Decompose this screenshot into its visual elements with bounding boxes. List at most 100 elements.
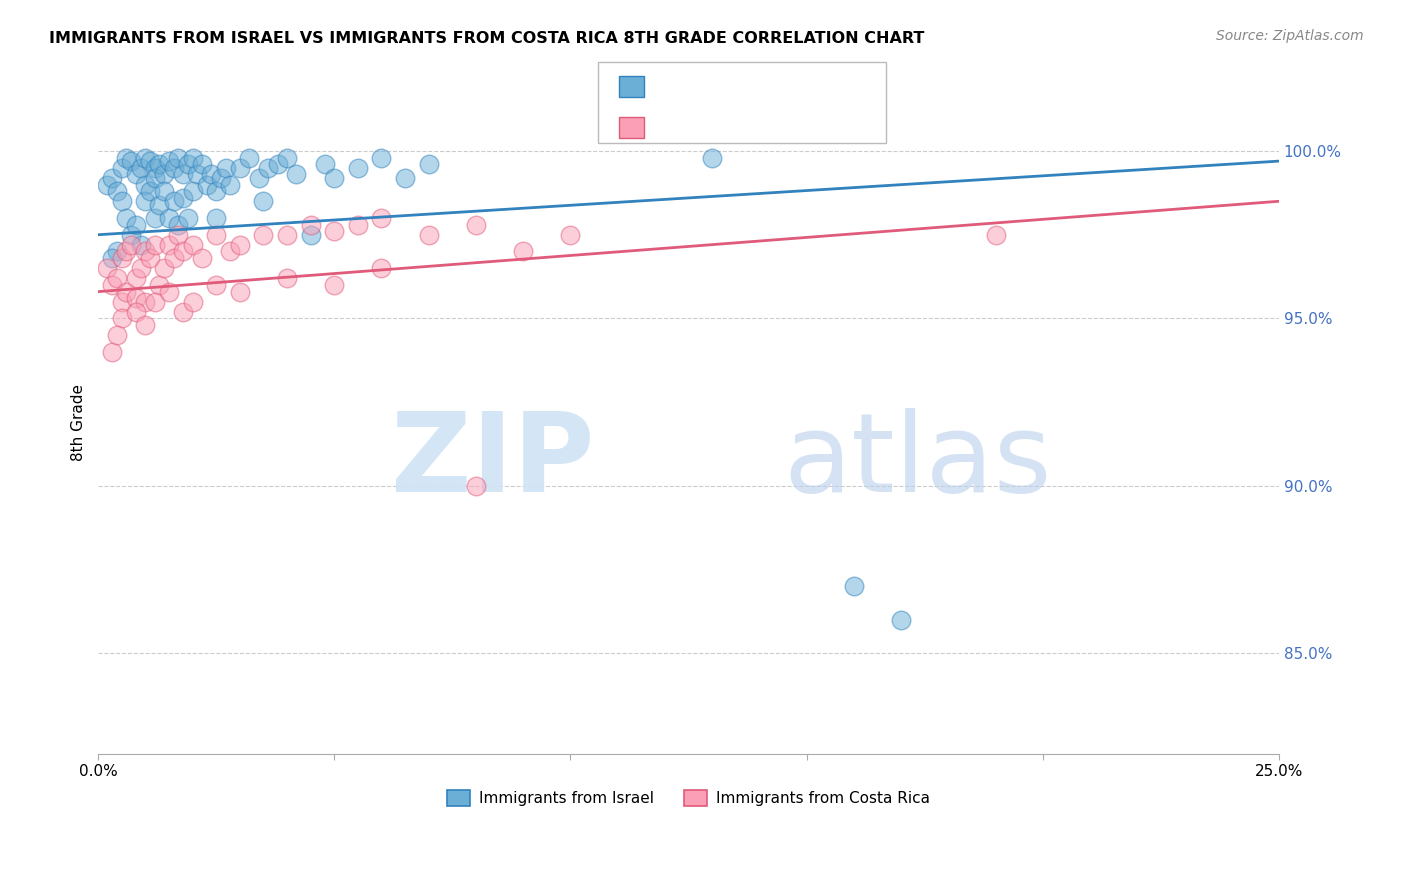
Point <box>172 244 194 259</box>
Point <box>143 170 166 185</box>
Point <box>276 151 298 165</box>
Point <box>129 237 152 252</box>
Point <box>105 271 128 285</box>
Point <box>125 304 148 318</box>
Point <box>181 184 204 198</box>
Text: atlas: atlas <box>783 409 1052 516</box>
Point <box>229 285 252 299</box>
Point <box>134 151 156 165</box>
Point <box>167 218 190 232</box>
Point <box>323 277 346 292</box>
Point <box>205 227 228 242</box>
Point <box>186 168 208 182</box>
Point <box>134 318 156 332</box>
Point <box>209 170 232 185</box>
Point <box>195 178 218 192</box>
Point <box>153 168 176 182</box>
Point <box>139 154 162 169</box>
Point <box>101 170 124 185</box>
Point <box>111 251 134 265</box>
Text: R = 0.315   N = 66: R = 0.315 N = 66 <box>651 78 835 95</box>
Point <box>181 237 204 252</box>
Point <box>134 194 156 209</box>
Point <box>153 184 176 198</box>
Point <box>172 168 194 182</box>
Point <box>153 261 176 276</box>
Point <box>229 161 252 175</box>
Point <box>111 311 134 326</box>
Point <box>370 151 392 165</box>
Point <box>157 154 180 169</box>
Point <box>157 211 180 225</box>
Point <box>984 227 1007 242</box>
Point <box>125 271 148 285</box>
Point <box>134 244 156 259</box>
Point <box>111 161 134 175</box>
Point <box>181 294 204 309</box>
Point <box>148 157 170 171</box>
Text: ZIP: ZIP <box>391 409 593 516</box>
Point <box>314 157 336 171</box>
Point <box>285 168 308 182</box>
Point <box>229 237 252 252</box>
Point <box>157 237 180 252</box>
Point <box>120 227 142 242</box>
Point <box>148 277 170 292</box>
Point <box>134 294 156 309</box>
Point <box>105 184 128 198</box>
Point <box>370 211 392 225</box>
Point <box>247 170 270 185</box>
Point <box>214 161 236 175</box>
Point <box>181 151 204 165</box>
Point <box>177 157 200 171</box>
Point <box>143 294 166 309</box>
Point <box>120 237 142 252</box>
Point <box>148 197 170 211</box>
Point <box>276 227 298 242</box>
Point <box>105 328 128 343</box>
Legend: Immigrants from Israel, Immigrants from Costa Rica: Immigrants from Israel, Immigrants from … <box>440 784 936 812</box>
Point <box>101 344 124 359</box>
Point <box>464 218 486 232</box>
Point <box>143 161 166 175</box>
Point <box>370 261 392 276</box>
Text: IMMIGRANTS FROM ISRAEL VS IMMIGRANTS FROM COSTA RICA 8TH GRADE CORRELATION CHART: IMMIGRANTS FROM ISRAEL VS IMMIGRANTS FRO… <box>49 31 925 46</box>
Point <box>238 151 260 165</box>
Point <box>191 157 214 171</box>
Point <box>191 251 214 265</box>
Point <box>96 178 118 192</box>
Y-axis label: 8th Grade: 8th Grade <box>72 384 86 460</box>
Point <box>125 218 148 232</box>
Point <box>205 211 228 225</box>
Point <box>134 178 156 192</box>
Point <box>252 194 274 209</box>
Point <box>464 479 486 493</box>
Point <box>418 157 440 171</box>
Point <box>257 161 280 175</box>
Point <box>299 218 322 232</box>
Point <box>394 170 416 185</box>
Point <box>111 294 134 309</box>
Point <box>115 285 138 299</box>
Point <box>323 224 346 238</box>
Point <box>111 194 134 209</box>
Point <box>96 261 118 276</box>
Point <box>167 227 190 242</box>
Point <box>266 157 288 171</box>
Point <box>115 211 138 225</box>
Point <box>129 261 152 276</box>
Point <box>157 285 180 299</box>
Point <box>276 271 298 285</box>
Point <box>418 227 440 242</box>
Point <box>105 244 128 259</box>
Point <box>700 151 723 165</box>
Text: Source: ZipAtlas.com: Source: ZipAtlas.com <box>1216 29 1364 43</box>
Point <box>101 277 124 292</box>
Point <box>512 244 534 259</box>
Point <box>167 151 190 165</box>
Point <box>842 579 865 593</box>
Point <box>143 237 166 252</box>
Point <box>162 161 184 175</box>
Point <box>205 277 228 292</box>
Point <box>172 191 194 205</box>
